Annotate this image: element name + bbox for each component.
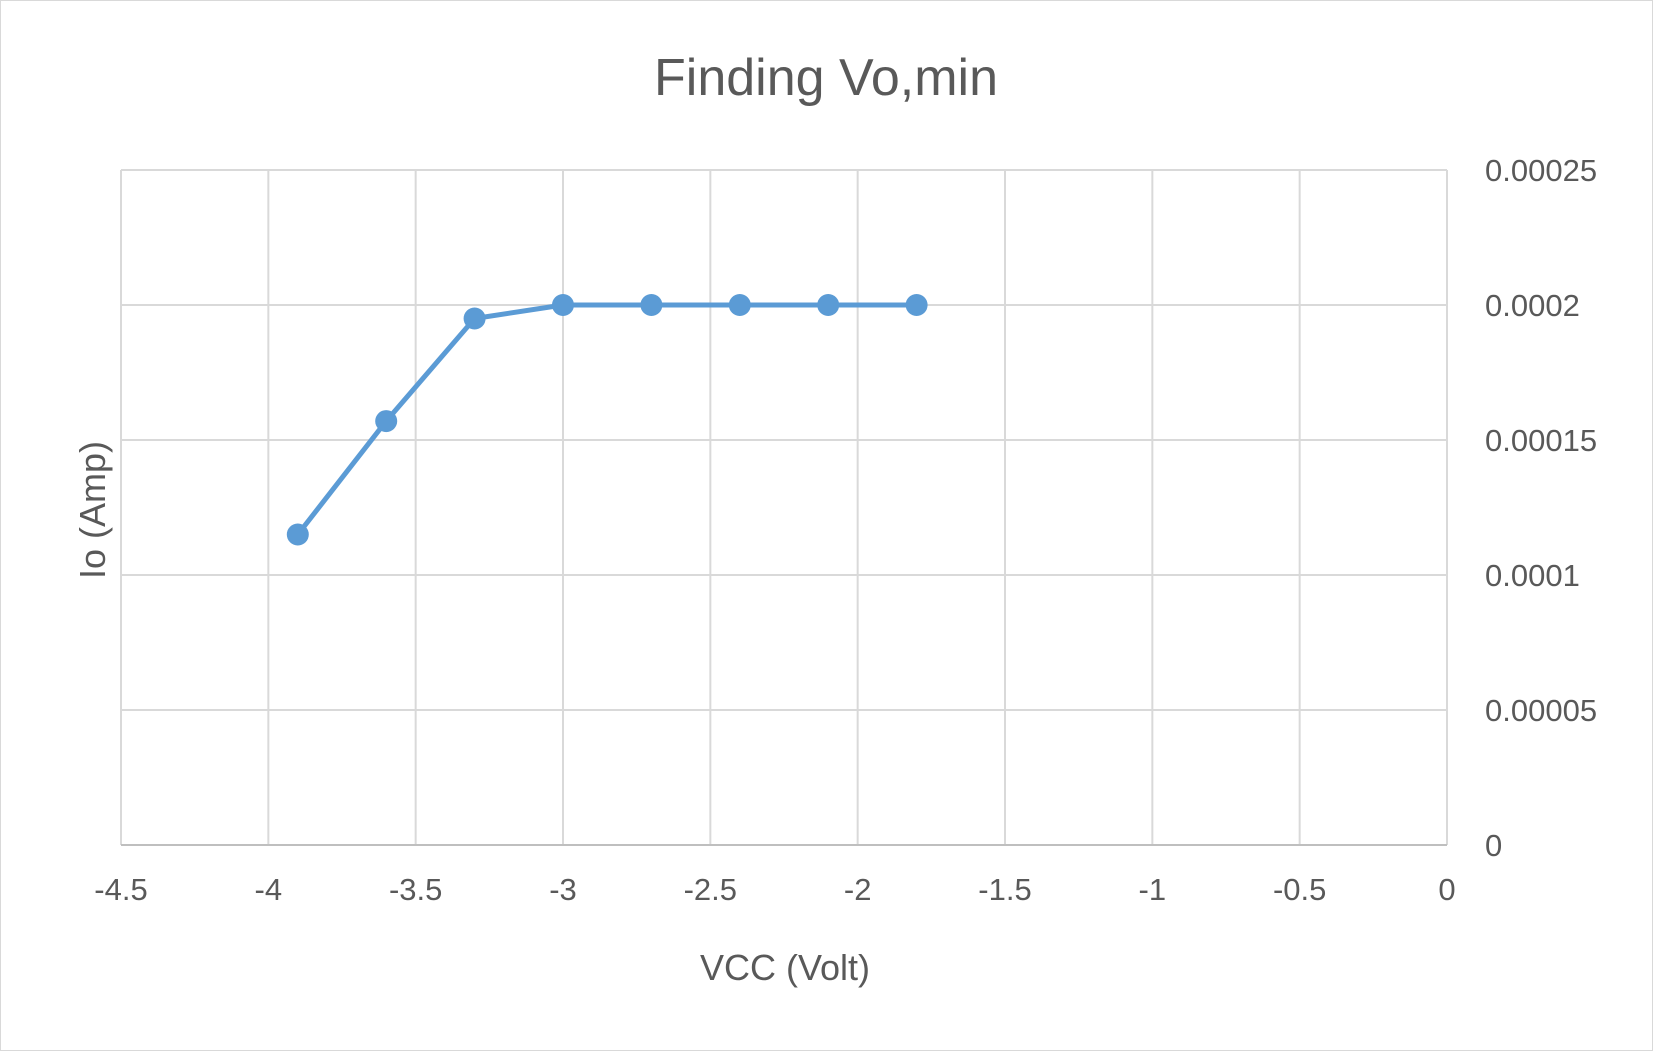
vertical-gridlines [120, 170, 1448, 845]
x-tick-label: -1.5 [978, 872, 1031, 907]
data-point [640, 294, 663, 316]
data-point [552, 294, 574, 316]
y-tick-label: 0.0002 [1485, 288, 1580, 323]
y-tick-label: 0.00015 [1485, 423, 1597, 458]
x-axis-title: VCC (Volt) [700, 947, 870, 988]
x-tick-label: -3.5 [389, 872, 442, 907]
series-layer [286, 294, 928, 546]
y-tick-label: 0.00005 [1485, 693, 1597, 728]
y-tick-label: 0 [1485, 828, 1502, 863]
x-tick-label: -4.5 [94, 872, 147, 907]
x-tick-label: -4 [255, 872, 283, 907]
data-point [286, 523, 309, 546]
x-tick-labels: -4.5 -4 -3.5 -3 -2.5 -2 -1.5 -1 -0.5 0 [94, 872, 1455, 907]
y-tick-label: 0.0001 [1485, 558, 1580, 593]
x-tick-label: -1 [1139, 872, 1167, 907]
data-point [817, 294, 840, 316]
x-tick-label: -2 [844, 872, 872, 907]
chart-title: Finding Vo,min [654, 49, 998, 107]
x-tick-label: -2.5 [684, 872, 737, 907]
y-axis-title: Io (Amp) [72, 441, 113, 579]
series-line [295, 302, 917, 537]
data-point [905, 294, 928, 316]
data-point [728, 294, 751, 316]
x-tick-label: 0 [1438, 872, 1455, 907]
y-tick-label: 0.00025 [1485, 153, 1597, 188]
horizontal-gridlines [121, 169, 1447, 711]
y-tick-labels: 0 0.00005 0.0001 0.00015 0.0002 0.00025 [1485, 153, 1597, 863]
x-tick-label: -0.5 [1273, 872, 1326, 907]
data-point [375, 410, 398, 433]
x-tick-label: -3 [549, 872, 577, 907]
data-point [463, 307, 486, 330]
